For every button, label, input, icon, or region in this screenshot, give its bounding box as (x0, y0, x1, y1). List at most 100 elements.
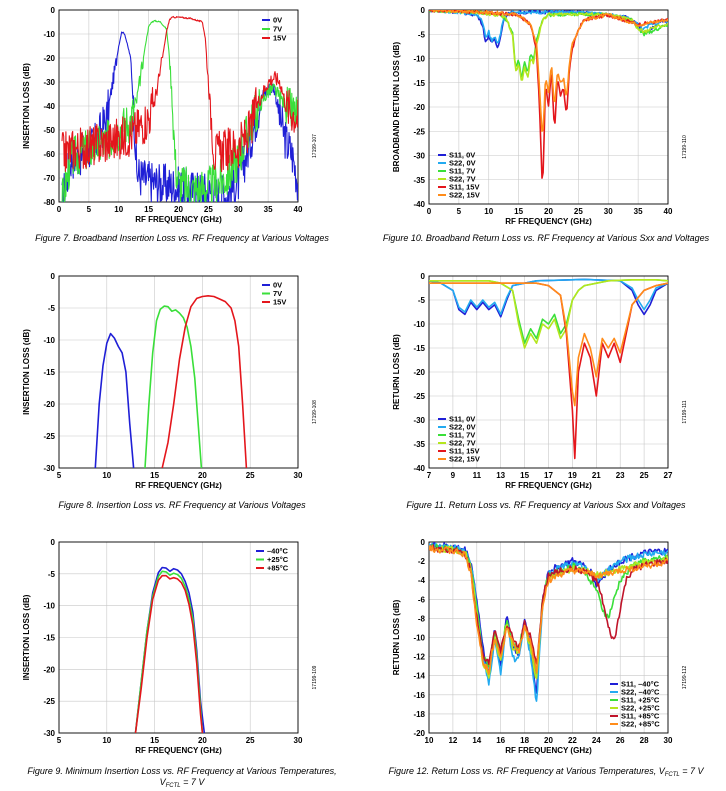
series-line-5 (429, 10, 668, 132)
y-tick-label: -14 (413, 672, 425, 681)
y-tick-label: -50 (43, 126, 55, 135)
chart-fig11: 7 9 11 13 15 17 19 21 23 25 27 0 -5 -10 -15 -20 -25 -30 -3… (392, 272, 688, 510)
x-axis-label: RF FREQUENCY (GHz) (505, 746, 592, 755)
y-tick-label: -2 (418, 557, 426, 566)
x-tick-label: 10 (425, 736, 434, 745)
y-tick-label: -16 (413, 691, 425, 700)
y-tick-label: -5 (48, 304, 56, 313)
y-tick-label: -5 (418, 30, 426, 39)
y-tick-label: -30 (43, 78, 55, 87)
y-tick-label: -20 (43, 54, 55, 63)
x-tick-label: 17 (544, 471, 553, 480)
y-axis-label: RETURN LOSS (dB) (392, 334, 401, 410)
x-tick-label: 10 (102, 471, 111, 480)
y-tick-label: -15 (43, 634, 55, 643)
y-axis-label: BROADBAND RETURN LOSS (dB) (392, 42, 401, 173)
x-axis-label: RF FREQUENCY (GHz) (135, 481, 222, 490)
chart-fig9: 5 10 15 20 25 30 0 -5 -10 -15 -20 -25 -30 RF FREQUENC… (22, 538, 337, 789)
x-tick-label: 25 (640, 471, 649, 480)
plot-frame (428, 541, 669, 734)
x-tick-label: 10 (102, 736, 111, 745)
x-tick-label: 35 (634, 207, 643, 216)
x-tick-label: 30 (664, 736, 673, 745)
x-tick-label: 15 (514, 207, 523, 216)
x-tick-label: 20 (544, 736, 553, 745)
x-tick-label: 28 (640, 736, 649, 745)
y-tick-label: -8 (418, 614, 426, 623)
x-tick-label: 40 (664, 207, 673, 216)
legend-label: S11, 0V (449, 151, 475, 160)
legend-label: 7V (273, 289, 282, 298)
figure-code: 17199-112 (682, 666, 688, 690)
y-tick-label: -40 (413, 200, 425, 209)
y-tick-label: -20 (43, 400, 55, 409)
y-tick-label: -25 (43, 697, 55, 706)
y-tick-label: -20 (413, 368, 425, 377)
figure-code: 17199-107 (312, 134, 318, 158)
x-tick-label: 5 (457, 207, 462, 216)
y-tick-label: -25 (43, 432, 55, 441)
x-tick-label: 15 (150, 736, 159, 745)
legend-label: S22, 0V (449, 159, 476, 168)
series-group (429, 542, 668, 702)
legend-label: S22, 15V (449, 455, 480, 464)
figure-code: 17199-111 (682, 400, 688, 423)
x-tick-label: 26 (616, 736, 625, 745)
y-tick-label: -30 (413, 152, 425, 161)
y-tick-label: -25 (413, 127, 425, 136)
figure-code: 17199-109 (312, 665, 318, 689)
series-group (429, 278, 668, 460)
x-tick-label: 30 (604, 207, 613, 216)
x-tick-label: 0 (57, 205, 62, 214)
y-tick-label: -10 (413, 634, 425, 643)
legend-label: S22, 0V (449, 423, 476, 432)
legend-label: S22, 7V (449, 175, 476, 184)
legend-label: S22, –40°C (621, 688, 660, 697)
x-tick-label: 0 (427, 207, 432, 216)
figure-caption: Figure 11. Return Loss vs. RF Frequency … (406, 500, 686, 510)
x-tick-label: 27 (664, 471, 673, 480)
y-tick-label: -20 (413, 729, 425, 738)
series-group (61, 15, 298, 202)
x-tick-label: 5 (57, 471, 62, 480)
figure-caption: Figure 7. Broadband Insertion Loss vs. R… (35, 233, 329, 243)
y-tick-label: -20 (43, 665, 55, 674)
y-tick-label: 0 (421, 538, 426, 547)
x-tick-label: 10 (114, 205, 123, 214)
x-tick-label: 19 (568, 471, 577, 480)
x-tick-label: 20 (174, 205, 183, 214)
x-tick-label: 15 (144, 205, 153, 214)
legend-label: S11, 15V (449, 447, 479, 456)
x-tick-label: 30 (234, 205, 243, 214)
y-tick-label: 0 (51, 6, 56, 15)
y-axis-label: INSERTION LOSS (dB) (22, 63, 31, 149)
figure-caption: Figure 12. Return Loss vs. RF Frequency … (388, 766, 704, 778)
plot-frame (428, 9, 669, 205)
legend-label: S11, 15V (449, 183, 479, 192)
legend-label: S11, 0V (449, 415, 475, 424)
legend-label: 15V (273, 298, 286, 307)
y-tick-label: 0 (51, 272, 56, 281)
y-tick-label: -15 (43, 368, 55, 377)
y-tick-label: -35 (413, 440, 425, 449)
chart-fig7: 0 5 10 15 20 25 30 35 40 0 -10 -20 -30 -40 -50 -60 -70 -8… (22, 6, 329, 243)
y-tick-label: -60 (43, 150, 55, 159)
legend-label: –40°C (267, 547, 289, 556)
x-axis-label: RF FREQUENCY (GHz) (135, 746, 222, 755)
series-line-2 (134, 574, 204, 733)
y-tick-label: -70 (43, 174, 55, 183)
y-tick-label: -10 (43, 30, 55, 39)
x-tick-label: 23 (616, 471, 625, 480)
y-tick-label: -12 (413, 653, 425, 662)
chart-fig12: 10 12 14 16 18 20 22 24 26 28 30 0 -2 -4 -6 -8 -10 -12 -14… (388, 538, 704, 778)
x-tick-label: 35 (264, 205, 273, 214)
y-tick-label: -30 (43, 464, 55, 473)
series-line-5 (429, 544, 668, 675)
series-group (134, 566, 206, 733)
figure-caption-line2: VFCTL = 7 V (160, 777, 206, 789)
y-tick-label: -35 (413, 176, 425, 185)
x-tick-label: 13 (496, 471, 505, 480)
x-tick-label: 15 (520, 471, 529, 480)
y-tick-label: -15 (413, 79, 425, 88)
x-tick-label: 40 (294, 205, 303, 214)
